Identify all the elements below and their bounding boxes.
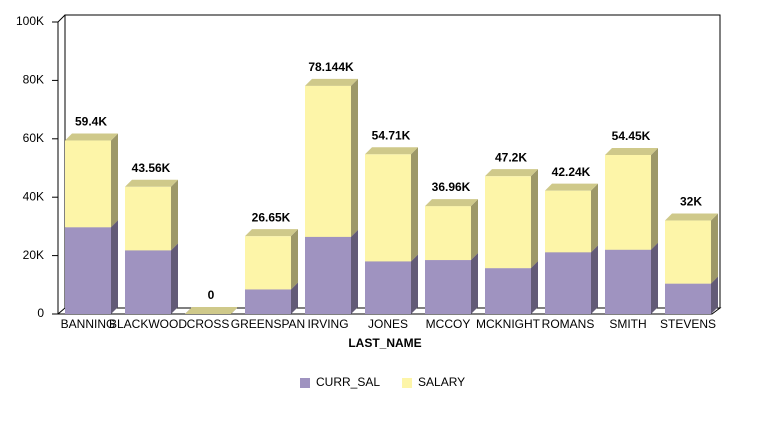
total-label: 47.2K: [495, 150, 527, 164]
y-tick-label: 80K: [23, 73, 44, 87]
total-label: 54.71K: [372, 128, 411, 142]
bar-segment: [125, 186, 171, 251]
total-label: 26.65K: [252, 210, 291, 224]
bar-side: [351, 229, 358, 314]
y-tick-label: 100K: [16, 14, 44, 28]
bar-segment: [245, 289, 291, 314]
bar-side: [711, 213, 718, 284]
total-label: 42.24K: [552, 165, 591, 179]
total-label: 36.96K: [432, 180, 471, 194]
total-label: 32K: [680, 195, 702, 209]
bar-top: [485, 169, 538, 177]
bar-segment: [665, 220, 711, 284]
total-label: 54.45K: [612, 129, 651, 143]
bar-segment: [425, 206, 471, 261]
axis-corner: [57, 14, 66, 23]
bar-top: [425, 199, 478, 207]
bar-side: [531, 261, 538, 314]
bar-segment: [605, 249, 651, 314]
bar-top: [185, 307, 238, 314]
x-tick-label: ROMANS: [542, 317, 595, 331]
legend-swatch: [402, 378, 413, 388]
bar-segment: [365, 154, 411, 262]
bar-segment: [605, 155, 651, 250]
bar-segment: [545, 190, 591, 253]
bar-segment: [425, 260, 471, 314]
bar-segment: [365, 261, 411, 314]
x-tick-label: MCCOY: [426, 317, 471, 331]
x-tick-label: CROSS: [187, 317, 230, 331]
bar-side: [411, 254, 418, 314]
bar-side: [651, 242, 658, 314]
bar-segment: [485, 268, 531, 314]
bar-segment: [305, 236, 351, 314]
bar-side: [411, 147, 418, 262]
total-label: 0: [208, 288, 215, 302]
total-label: 78.144K: [308, 60, 354, 74]
y-tick-label: 40K: [23, 189, 44, 203]
legend-swatch: [300, 378, 310, 388]
bar-segment: [125, 250, 171, 314]
bar-top: [545, 183, 598, 191]
bar-top: [365, 147, 418, 155]
bar-top: [65, 133, 118, 141]
x-tick-label: SMITH: [609, 317, 646, 331]
bar-top: [245, 229, 298, 237]
x-tick-label: MCKNIGHT: [476, 317, 541, 331]
x-tick-label: BLACKWOOD: [109, 317, 187, 331]
bar-side: [711, 276, 718, 314]
x-tick-label: GREENSPAN: [231, 317, 305, 331]
x-tick-label: STEVENS: [660, 317, 716, 331]
bar-segment: [665, 283, 711, 314]
bar-side: [351, 78, 358, 237]
x-axis-title: LAST_NAME: [348, 336, 421, 350]
bar-segment: [545, 252, 591, 314]
legend-label: CURR_SAL: [316, 375, 380, 389]
bar-side: [111, 220, 118, 314]
bar-segment: [485, 176, 531, 269]
total-label: 43.56K: [132, 161, 171, 175]
bar-side: [171, 243, 178, 314]
y-tick-label: 0: [37, 306, 44, 320]
legend-label: SALARY: [418, 375, 465, 389]
bar-top: [125, 179, 178, 187]
bar-side: [651, 148, 658, 250]
bar-segment: [65, 227, 111, 314]
bar-side: [531, 169, 538, 269]
x-tick-label: JONES: [368, 317, 408, 331]
bar-top: [605, 148, 658, 156]
bar-side: [111, 133, 118, 228]
bar-side: [171, 179, 178, 251]
bar-side: [291, 229, 298, 290]
x-tick-label: BANNING: [61, 317, 116, 331]
bar-side: [471, 199, 478, 261]
bar-top: [665, 213, 718, 221]
y-tick-label: 20K: [23, 248, 44, 262]
bar-side: [591, 245, 598, 314]
total-label: 59.4K: [75, 115, 107, 129]
bar-segment: [65, 140, 111, 228]
bar-side: [291, 282, 298, 314]
bar-side: [591, 183, 598, 253]
bar-top: [305, 78, 358, 86]
bar-side: [471, 253, 478, 314]
y-tick-label: 60K: [23, 131, 44, 145]
bar-segment: [245, 236, 291, 290]
x-tick-label: IRVING: [307, 317, 348, 331]
bar-segment: [305, 85, 351, 237]
